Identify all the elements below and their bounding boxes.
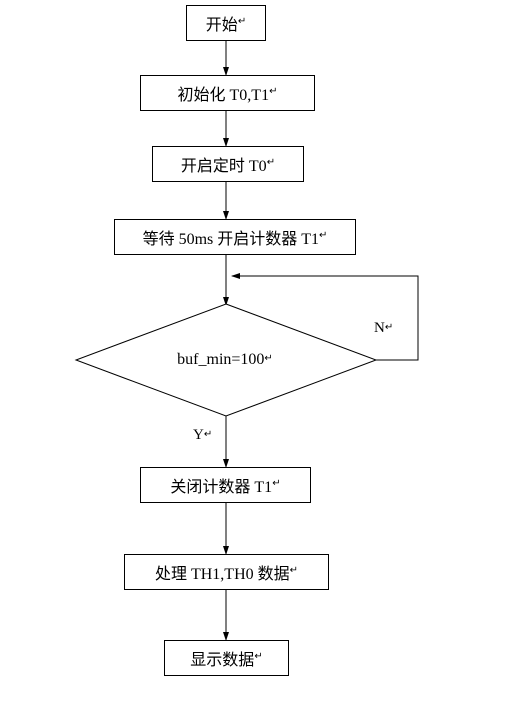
- marker-icon: ↵: [272, 478, 280, 489]
- label-yes: Y↵: [193, 427, 212, 444]
- label-no-text: N: [374, 320, 385, 336]
- marker-icon: ↵: [204, 429, 212, 440]
- node-close-t1-text: 关闭计数器 T1: [170, 473, 272, 497]
- flowchart-container: 开始↵ 初始化 T0,T1↵ 开启定时 T0↵ 等待 50ms 开启计数器 T1…: [0, 0, 525, 716]
- node-display: 显示数据↵: [164, 640, 289, 676]
- node-init-text: 初始化 T0,T1: [178, 81, 270, 105]
- node-close-t1: 关闭计数器 T1↵: [140, 467, 311, 503]
- marker-icon: ↵: [254, 651, 262, 662]
- node-start-t0-text: 开启定时 T0: [181, 152, 267, 176]
- marker-icon: ↵: [269, 86, 277, 97]
- label-no: N↵: [374, 320, 393, 337]
- marker-icon: ↵: [385, 322, 393, 333]
- label-yes-text: Y: [193, 427, 204, 443]
- node-init: 初始化 T0,T1↵: [140, 75, 315, 111]
- node-decision: buf_min=100↵: [140, 348, 310, 372]
- node-display-text: 显示数据: [190, 646, 254, 670]
- node-start-t0: 开启定时 T0↵: [152, 146, 304, 182]
- node-process-th-text: 处理 TH1,TH0 数据: [155, 560, 290, 584]
- marker-icon: ↵: [267, 157, 275, 168]
- marker-icon: ↵: [319, 230, 327, 241]
- marker-icon: ↵: [264, 353, 272, 364]
- marker-icon: ↵: [290, 565, 298, 576]
- node-process-th: 处理 TH1,TH0 数据↵: [124, 554, 329, 590]
- node-wait-50ms-text: 等待 50ms 开启计数器 T1: [143, 225, 319, 249]
- node-decision-text: buf_min=100: [177, 351, 264, 369]
- node-start-text: 开始: [206, 11, 238, 35]
- node-start: 开始↵: [186, 5, 266, 41]
- node-wait-50ms: 等待 50ms 开启计数器 T1↵: [114, 219, 356, 255]
- marker-icon: ↵: [238, 16, 246, 27]
